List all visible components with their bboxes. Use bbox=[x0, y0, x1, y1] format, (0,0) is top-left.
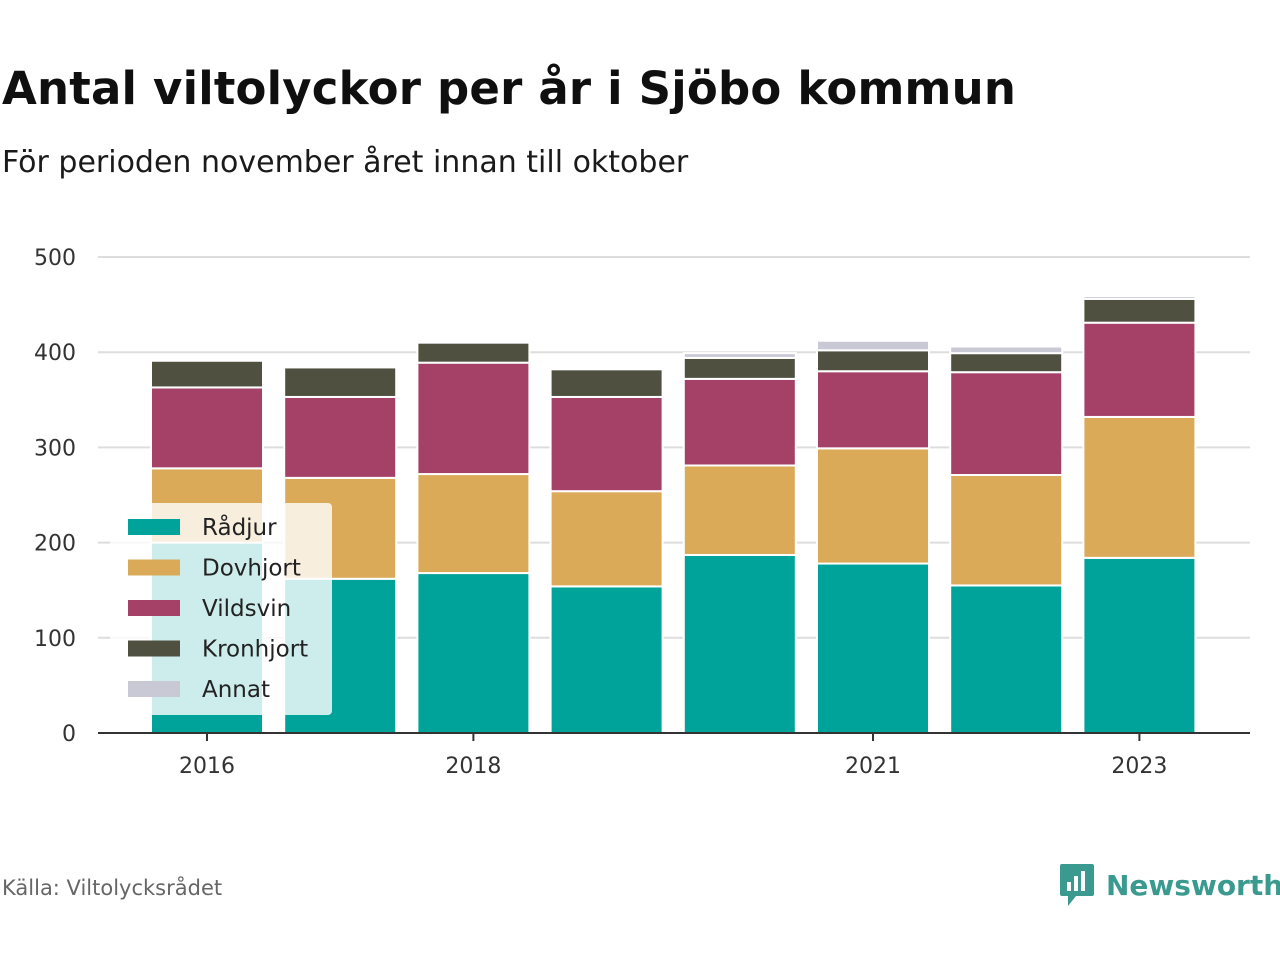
chart-title: Antal viltolyckor per år i Sjöbo kommun bbox=[2, 62, 1017, 115]
bar-segment bbox=[1082, 295, 1197, 300]
bar-segment bbox=[949, 345, 1064, 355]
y-tick-label: 500 bbox=[34, 246, 76, 271]
bar-segment bbox=[283, 395, 398, 479]
chart-subtitle: För perioden november året innan till ok… bbox=[2, 145, 689, 180]
bar-segment bbox=[949, 352, 1064, 374]
bar-segment bbox=[682, 356, 797, 380]
x-tick-label: 2021 bbox=[845, 754, 901, 779]
bar-segment bbox=[816, 447, 930, 565]
legend-swatch bbox=[128, 640, 180, 657]
bar-segment bbox=[949, 474, 1064, 587]
legend-label: Annat bbox=[202, 677, 270, 703]
bars bbox=[150, 295, 1197, 735]
legend-swatch bbox=[128, 681, 180, 697]
legend-swatch bbox=[128, 519, 180, 535]
y-tick-label: 300 bbox=[34, 436, 76, 461]
bar-segment bbox=[816, 339, 930, 352]
y-tick-label: 200 bbox=[34, 532, 76, 557]
legend-swatch bbox=[128, 600, 180, 616]
legend-label: Kronhjort bbox=[202, 637, 308, 663]
x-tick-label: 2023 bbox=[1111, 754, 1167, 779]
legend-label: Dovhjort bbox=[202, 556, 301, 582]
bar-segment bbox=[549, 368, 664, 398]
x-tick-label: 2018 bbox=[445, 754, 501, 779]
source-note: Källa: Viltolycksrådet bbox=[2, 876, 223, 900]
bar-segment bbox=[1082, 556, 1197, 734]
newsworthy-logo-icon bbox=[1060, 864, 1094, 906]
bar-segment bbox=[816, 370, 930, 450]
bar-segment bbox=[549, 490, 664, 588]
bar-segment bbox=[416, 572, 531, 735]
legend-label: Vildsvin bbox=[202, 596, 291, 622]
brand-name: Newsworthy bbox=[1106, 868, 1280, 902]
bar-segment bbox=[682, 464, 797, 556]
legend-label: Rådjur bbox=[202, 513, 277, 541]
legend-swatch bbox=[128, 559, 180, 576]
bar-segment bbox=[949, 371, 1064, 477]
bar-segment bbox=[549, 585, 664, 735]
legend: Rådjur Dovhjort Vildsvin Kronhjort Annat bbox=[110, 503, 332, 715]
bar-segment bbox=[283, 366, 398, 398]
bar-segment bbox=[1082, 321, 1197, 418]
bar-segment bbox=[816, 349, 930, 373]
bar-segment bbox=[949, 584, 1064, 734]
bar-segment bbox=[549, 395, 664, 493]
y-tick-label: 100 bbox=[34, 627, 76, 652]
bar-segment bbox=[1082, 297, 1197, 324]
y-tick-label: 400 bbox=[34, 341, 76, 366]
brand-logo: Newsworthy bbox=[1058, 862, 1280, 908]
axes: 2016 2018 2021 2023 bbox=[98, 732, 1250, 779]
x-tick-label: 2016 bbox=[179, 754, 235, 779]
bar-segment bbox=[150, 359, 264, 389]
bar-segment bbox=[150, 386, 264, 470]
bar-segment bbox=[682, 553, 797, 735]
y-tick-label: 0 bbox=[62, 722, 76, 747]
bar-segment bbox=[1082, 415, 1197, 559]
bar-segment bbox=[816, 562, 930, 734]
bar-segment bbox=[682, 377, 797, 467]
bar-segment bbox=[416, 361, 531, 476]
legend-box bbox=[110, 503, 332, 715]
bar-segment bbox=[416, 473, 531, 575]
bar-segment bbox=[682, 352, 797, 359]
bar-segment bbox=[416, 341, 531, 364]
